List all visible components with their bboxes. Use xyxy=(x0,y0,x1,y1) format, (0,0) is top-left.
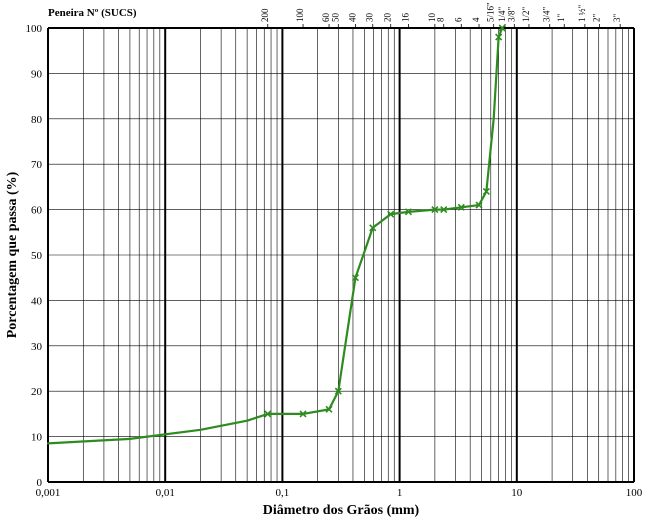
sieve-label: 3/8" xyxy=(506,6,516,22)
sieve-label: 1/2" xyxy=(521,6,531,22)
y-tick-label: 60 xyxy=(31,205,43,217)
x-tick-label: 0,01 xyxy=(156,487,175,499)
sieve-label: 5/16" xyxy=(486,2,496,22)
y-tick-label: 30 xyxy=(31,341,43,353)
sieve-label: 40 xyxy=(347,13,357,23)
sieve-label: 20 xyxy=(383,13,393,23)
sieve-label: 1 ½" xyxy=(577,5,587,23)
y-tick-label: 10 xyxy=(31,432,43,444)
y-tick-label: 40 xyxy=(31,295,43,307)
sieve-label: 3/4" xyxy=(542,6,552,22)
sieve-label: 1" xyxy=(556,14,566,23)
x-tick-label: 10 xyxy=(511,487,523,499)
x-tick-label: 0,1 xyxy=(276,487,290,499)
sieve-label: 30 xyxy=(365,13,375,23)
sieve-label: 16 xyxy=(400,13,410,23)
y-axis-label: Porcentagem que passa (%) xyxy=(5,171,20,338)
grain-size-chart: 200100605040302016108645/16"1/4"3/8"1/2"… xyxy=(0,0,648,521)
x-tick-label: 1 xyxy=(397,487,403,499)
y-tick-label: 20 xyxy=(31,386,43,398)
sieve-label: 50 xyxy=(330,13,340,23)
sieve-label: 8 xyxy=(436,17,446,22)
sieve-label: 100 xyxy=(295,8,305,22)
y-tick-label: 90 xyxy=(31,68,43,80)
chart-svg: 200100605040302016108645/16"1/4"3/8"1/2"… xyxy=(0,0,648,521)
y-tick-label: 50 xyxy=(31,250,43,262)
sieve-label: 3" xyxy=(612,14,622,23)
x-axis-label: Diâmetro dos Grãos (mm) xyxy=(263,503,420,518)
y-tick-label: 80 xyxy=(31,114,43,126)
sieve-label: 200 xyxy=(260,8,270,22)
y-tick-label: 70 xyxy=(31,159,43,171)
top-axis-title: Peneira Nº (SUCS) xyxy=(48,7,137,19)
y-tick-label: 100 xyxy=(26,23,43,35)
y-tick-label: 0 xyxy=(37,477,43,489)
x-tick-label: 100 xyxy=(626,487,643,499)
sieve-label: 6 xyxy=(453,17,463,22)
sieve-label: 2" xyxy=(592,14,602,23)
sieve-label: 4 xyxy=(471,17,481,22)
